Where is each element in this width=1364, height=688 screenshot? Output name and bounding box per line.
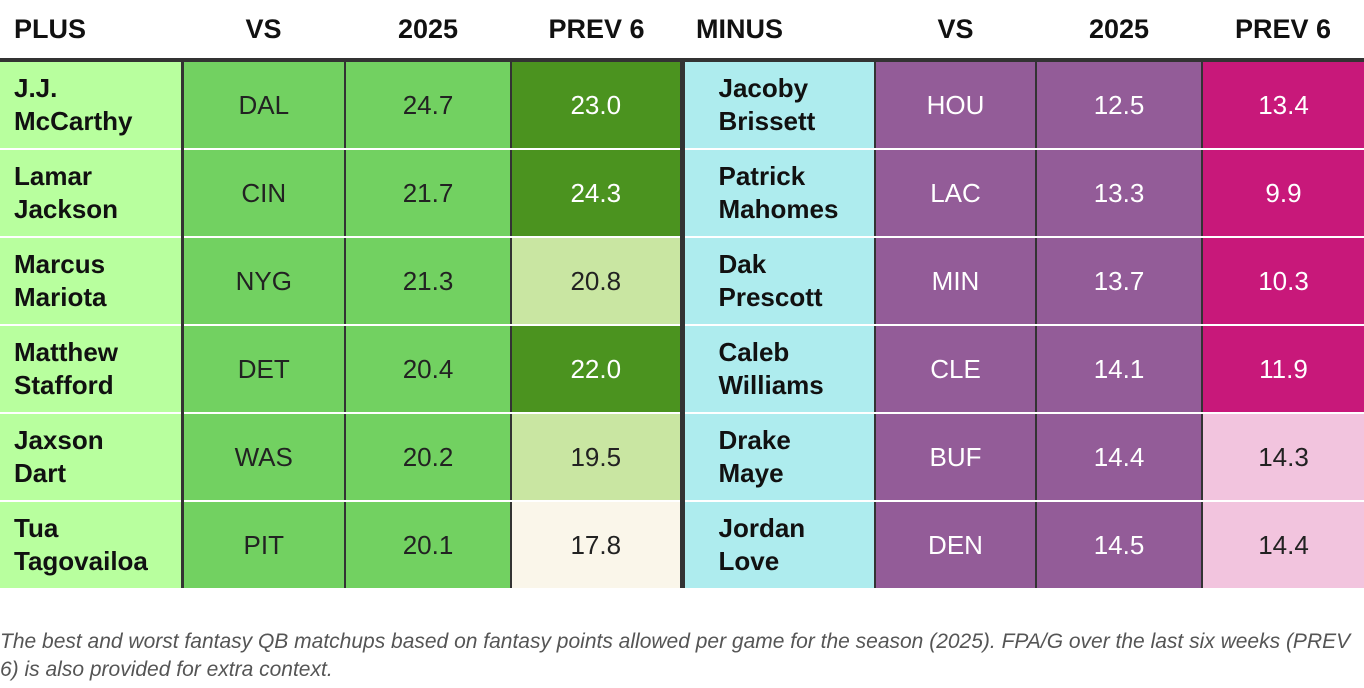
plus-opponent: PIT xyxy=(182,501,346,588)
plus-player-last-name: Jackson xyxy=(14,194,119,224)
minus-player-first-name: Patrick xyxy=(718,161,806,191)
minus-opponent: MIN xyxy=(875,237,1037,326)
minus-player-name: Caleb Williams xyxy=(682,325,876,414)
minus-player-first-name: Jordan xyxy=(718,513,806,543)
table-row: J.J. McCarthy DAL 24.7 23.0 Jacoby Brissett HOU… xyxy=(0,60,1364,150)
minus-prev6-value: 13.4 xyxy=(1202,60,1364,150)
minus-2025-value: 14.4 xyxy=(1036,413,1203,502)
plus-2025-value: 20.4 xyxy=(345,325,512,414)
minus-player-last-name: Prescott xyxy=(718,282,823,312)
plus-2025-value: 24.7 xyxy=(345,60,512,150)
qb-matchups-table: PLUS VS 2025 PREV 6 MINUS VS 2025 PREV 6… xyxy=(0,0,1364,588)
plus-player-name: Tua Tagovailoa xyxy=(0,501,184,588)
minus-player-first-name: Jacoby xyxy=(718,73,809,103)
plus-player-first-name: Marcus xyxy=(14,249,106,279)
plus-2025-value: 20.1 xyxy=(345,501,512,588)
minus-2025-value: 12.5 xyxy=(1036,60,1203,150)
plus-player-name: Marcus Mariota xyxy=(0,237,184,326)
plus-player-first-name: Lamar xyxy=(14,161,93,191)
minus-player-first-name: Dak xyxy=(718,249,767,279)
plus-player-first-name: J.J. xyxy=(14,73,58,103)
minus-2025-value: 14.1 xyxy=(1036,325,1203,414)
minus-player-last-name: Maye xyxy=(718,458,784,488)
plus-player-last-name: Dart xyxy=(14,458,67,488)
plus-player-first-name: Tua xyxy=(14,513,59,543)
minus-2025-value: 14.5 xyxy=(1036,501,1203,588)
plus-player-first-name: Jaxson xyxy=(14,425,104,455)
plus-player-name: Matthew Stafford xyxy=(0,325,184,414)
plus-opponent: WAS xyxy=(182,413,346,502)
minus-player-last-name: Brissett xyxy=(718,106,816,136)
plus-opponent: NYG xyxy=(182,237,346,326)
minus-prev6-value: 9.9 xyxy=(1202,149,1364,238)
plus-opponent: CIN xyxy=(182,149,346,238)
minus-opponent: CLE xyxy=(875,325,1037,414)
table-row: Tua Tagovailoa PIT 20.1 17.8 Jordan Love DEN 14.… xyxy=(0,501,1364,588)
minus-player-name: Dak Prescott xyxy=(682,237,876,326)
plus-player-last-name: Mariota xyxy=(14,282,107,312)
minus-player-name: Jordan Love xyxy=(682,501,876,588)
minus-player-name: Jacoby Brissett xyxy=(682,60,876,150)
plus-prev6-value: 22.0 xyxy=(511,325,685,414)
minus-prev6-value: 11.9 xyxy=(1202,325,1364,414)
plus-2025-value: 20.2 xyxy=(345,413,512,502)
minus-opponent: LAC xyxy=(875,149,1037,238)
plus-opponent: DET xyxy=(182,325,346,414)
header-plus-vs: VS xyxy=(182,0,345,62)
minus-opponent: BUF xyxy=(875,413,1037,502)
plus-opponent: DAL xyxy=(182,60,346,150)
minus-player-last-name: Love xyxy=(718,546,780,576)
table-row: Lamar Jackson CIN 21.7 24.3 Patrick Mahomes LAC… xyxy=(0,149,1364,238)
table-body: J.J. McCarthy DAL 24.7 23.0 Jacoby Brissett HOU… xyxy=(0,60,1364,588)
minus-2025-value: 13.7 xyxy=(1036,237,1203,326)
header-minus-vs: VS xyxy=(875,0,1036,62)
plus-player-last-name: Tagovailoa xyxy=(14,546,148,576)
minus-prev6-value: 14.4 xyxy=(1202,501,1364,588)
minus-player-first-name: Drake xyxy=(718,425,791,455)
minus-2025-value: 13.3 xyxy=(1036,149,1203,238)
minus-player-name: Drake Maye xyxy=(682,413,876,502)
plus-player-name: Jaxson Dart xyxy=(0,413,184,502)
plus-player-last-name: Stafford xyxy=(14,370,114,400)
minus-prev6-value: 10.3 xyxy=(1202,237,1364,326)
header-minus-prev6: PREV 6 xyxy=(1202,0,1364,62)
minus-opponent: HOU xyxy=(875,60,1037,150)
plus-prev6-value: 23.0 xyxy=(511,60,685,150)
minus-player-first-name: Caleb xyxy=(718,337,790,367)
plus-prev6-value: 17.8 xyxy=(511,501,685,588)
header-plus-prev6: PREV 6 xyxy=(511,0,682,62)
plus-2025-value: 21.3 xyxy=(345,237,512,326)
minus-prev6-value: 14.3 xyxy=(1202,413,1364,502)
table-caption: The best and worst fantasy QB matchups b… xyxy=(0,630,1351,681)
minus-opponent: DEN xyxy=(875,501,1037,588)
plus-player-last-name: McCarthy xyxy=(14,106,133,136)
table-row: Marcus Mariota NYG 21.3 20.8 Dak Prescott MIN 13… xyxy=(0,237,1364,326)
plus-player-first-name: Matthew xyxy=(14,337,118,367)
plus-player-name: Lamar Jackson xyxy=(0,149,184,238)
header-row: PLUS VS 2025 PREV 6 MINUS VS 2025 PREV 6 xyxy=(0,0,1364,62)
plus-player-name: J.J. McCarthy xyxy=(0,60,184,150)
table-row: Jaxson Dart WAS 20.2 19.5 Drake Maye BUF 14.4 14.… xyxy=(0,413,1364,502)
plus-prev6-value: 24.3 xyxy=(511,149,685,238)
header-plus-2025: 2025 xyxy=(345,0,511,62)
plus-2025-value: 21.7 xyxy=(345,149,512,238)
header-plus: PLUS xyxy=(0,0,182,62)
plus-prev6-value: 20.8 xyxy=(511,237,685,326)
header-minus-2025: 2025 xyxy=(1036,0,1202,62)
minus-player-name: Patrick Mahomes xyxy=(682,149,876,238)
minus-player-last-name: Williams xyxy=(718,370,824,400)
plus-prev6-value: 19.5 xyxy=(511,413,685,502)
table-row: Matthew Stafford DET 20.4 22.0 Caleb Williams C… xyxy=(0,325,1364,414)
minus-player-last-name: Mahomes xyxy=(718,194,839,224)
header-minus: MINUS xyxy=(682,0,875,62)
